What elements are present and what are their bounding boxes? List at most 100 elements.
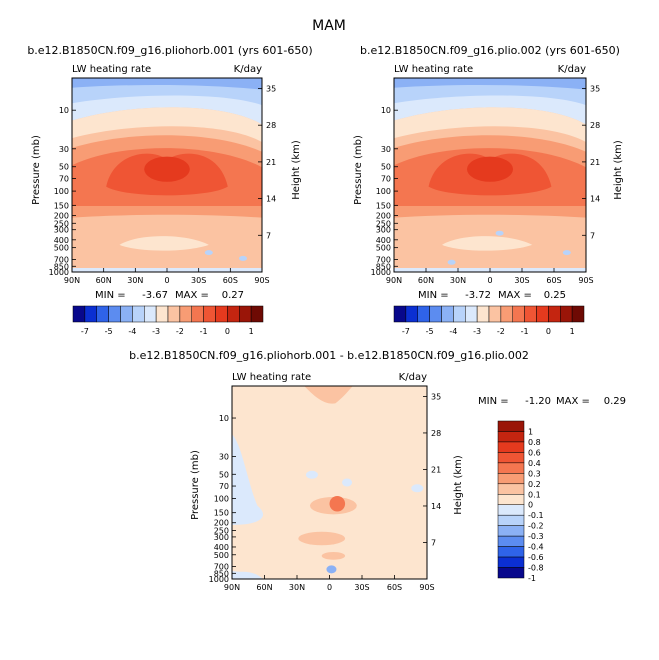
p1-cbar-swatch-0	[72, 305, 86, 323]
p2-cbar-swatch-7	[476, 305, 490, 323]
p2-ytick-label: 1000	[371, 268, 391, 277]
panel-1-plot	[71, 77, 263, 273]
p1-cbar-swatch-12	[215, 305, 228, 323]
panel-3-max-label: MAX =	[556, 396, 590, 407]
p3-ytick-label: 1000	[209, 575, 229, 584]
panel-1-xticks: 90N 60N 30N 0 30S 60S 90S	[64, 268, 270, 285]
p1-cbar-label: -3	[152, 327, 160, 336]
p3-cbar-label: 0.4	[528, 459, 541, 468]
p1-cbar-label: -2	[176, 327, 184, 336]
p2-ytick-label: 200	[376, 211, 391, 220]
p2-cbar-label: 0	[546, 327, 551, 336]
p2-cbar-swatch-1	[405, 305, 418, 323]
panel-3-xticks: 90N 60N 30N 0 30S 60S 90S	[224, 575, 435, 592]
p3-cbar-swatch-11	[497, 535, 525, 547]
panel-3-ylabel-right: Height (km)	[453, 455, 464, 515]
p2-cbar-swatch-11	[524, 305, 537, 323]
p3-ytick-label: 200	[214, 519, 229, 528]
p1-blip-1	[239, 255, 247, 261]
p3-blip-3	[411, 484, 424, 493]
p3-cbar-swatch-3	[497, 452, 525, 464]
p3-cbar-swatch-0	[497, 420, 525, 432]
p1-ytick-label: 200	[54, 211, 69, 220]
p2-cbar-swatch-6	[465, 305, 478, 323]
panel-3-yticks-right: 35 28 21 14 7	[423, 392, 441, 547]
p1-cbar-swatch-11	[203, 305, 216, 323]
panel-1-left-label: LW heating rate	[72, 64, 151, 75]
p1-ytick-r-label: 14	[266, 195, 276, 204]
p1-ytick-label: 100	[54, 187, 69, 196]
p1-ytick-label: 70	[59, 175, 69, 184]
p2-cbar-label: -2	[497, 327, 505, 336]
p3-cbar-swatch-2	[497, 441, 525, 453]
p2-cbar-swatch-14	[560, 305, 573, 323]
p2-ytick-label: 850	[376, 262, 391, 271]
p2-cbar-swatch-4	[441, 305, 454, 323]
p2-xtick-label: 0	[487, 276, 492, 285]
p2-lower-pale	[442, 236, 533, 251]
panel-1-min-value: -3.67	[142, 290, 168, 301]
p1-xtick-label: 0	[164, 276, 169, 285]
panel-2-ylabel: Pressure (mb)	[353, 135, 364, 205]
p2-blip-1	[562, 250, 571, 256]
p3-cbar-swatch-14	[497, 567, 525, 579]
p3-cbar-swatch-6	[497, 483, 525, 495]
p2-blip-2	[447, 259, 456, 265]
p1-ytick-label: 700	[54, 255, 69, 264]
p3-ytick-label: 30	[219, 452, 229, 461]
panel-2-ylabel-right: Height (km)	[613, 140, 624, 200]
p2-ytick-label: 700	[376, 255, 391, 264]
p1-cbar-label: -4	[128, 327, 136, 336]
p3-cbar-label: -0.3	[528, 532, 544, 541]
panel-3-min-value: -1.20	[525, 396, 551, 407]
p1-ytick-r-label: 21	[266, 158, 276, 167]
panel-3: b.e12.B1850CN.f09_g16.pliohorb.001 - b.e…	[129, 349, 626, 592]
p2-ytick-label: 150	[376, 201, 391, 210]
p1-cbar-swatch-10	[191, 305, 204, 323]
p1-ytick-label: 300	[54, 226, 69, 235]
panel-2-left-label: LW heating rate	[394, 64, 473, 75]
p2-xtick-label: 90N	[386, 276, 402, 285]
p3-ytick-r-label: 21	[431, 465, 441, 474]
panel-1: b.e12.B1850CN.f09_g16.pliohorb.001 (yrs …	[27, 44, 312, 336]
panel-3-ylabel: Pressure (mb)	[190, 450, 201, 520]
p2-ytick-label: 250	[376, 219, 391, 228]
p3-cbar-swatch-7	[497, 494, 525, 505]
p2-ytick-r-label: 35	[590, 84, 600, 93]
p3-ytick-label: 100	[214, 495, 229, 504]
panel-2-stats: MIN = -3.72 MAX = 0.25	[418, 290, 566, 301]
p2-xtick-label: 30N	[450, 276, 466, 285]
p2-ytick-r-label: 28	[590, 121, 600, 130]
p2-ytick-label: 500	[376, 244, 391, 253]
p3-ytick-label: 700	[214, 563, 229, 572]
p1-cbar-swatch-3	[108, 305, 121, 323]
p1-cbar-label: -1	[200, 327, 208, 336]
p1-cbar-swatch-4	[120, 305, 133, 323]
p3-cbar-label: -1	[528, 574, 536, 583]
p3-cbar-swatch-12	[497, 546, 525, 558]
panel-3-title: b.e12.B1850CN.f09_g16.pliohorb.001 - b.e…	[129, 349, 529, 362]
p3-sfc-blue	[326, 565, 337, 574]
p3-cbar-label: -0.2	[528, 522, 544, 531]
p2-cbar-label: -5	[426, 327, 434, 336]
panel-2: b.e12.B1850CN.f09_g16.plio.002 (yrs 601-…	[353, 44, 624, 336]
p3-cbar-swatch-5	[497, 473, 525, 485]
p1-ytick-label: 1000	[49, 268, 69, 277]
p2-cbar-swatch-12	[536, 305, 549, 323]
p3-lobe-3	[321, 551, 346, 560]
p3-cbar-swatch-9	[497, 514, 525, 526]
p3-ytick-r-label: 35	[431, 392, 441, 401]
p2-ytick-label: 400	[376, 236, 391, 245]
p3-sfc-left	[232, 571, 264, 579]
p3-cbar-swatch-1	[497, 431, 525, 443]
p3-cbar-swatch-4	[497, 462, 525, 474]
p3-upper-plume	[304, 386, 353, 404]
panel-1-stats: MIN = -3.67 MAX = 0.27	[95, 290, 244, 301]
p2-cbar-swatch-2	[417, 305, 430, 323]
p2-ytick-label: 10	[381, 106, 391, 115]
panel-1-title: b.e12.B1850CN.f09_g16.pliohorb.001 (yrs …	[27, 44, 312, 57]
p3-cbar-label: 0	[528, 501, 533, 510]
p3-cbar-label: 1	[528, 427, 533, 436]
